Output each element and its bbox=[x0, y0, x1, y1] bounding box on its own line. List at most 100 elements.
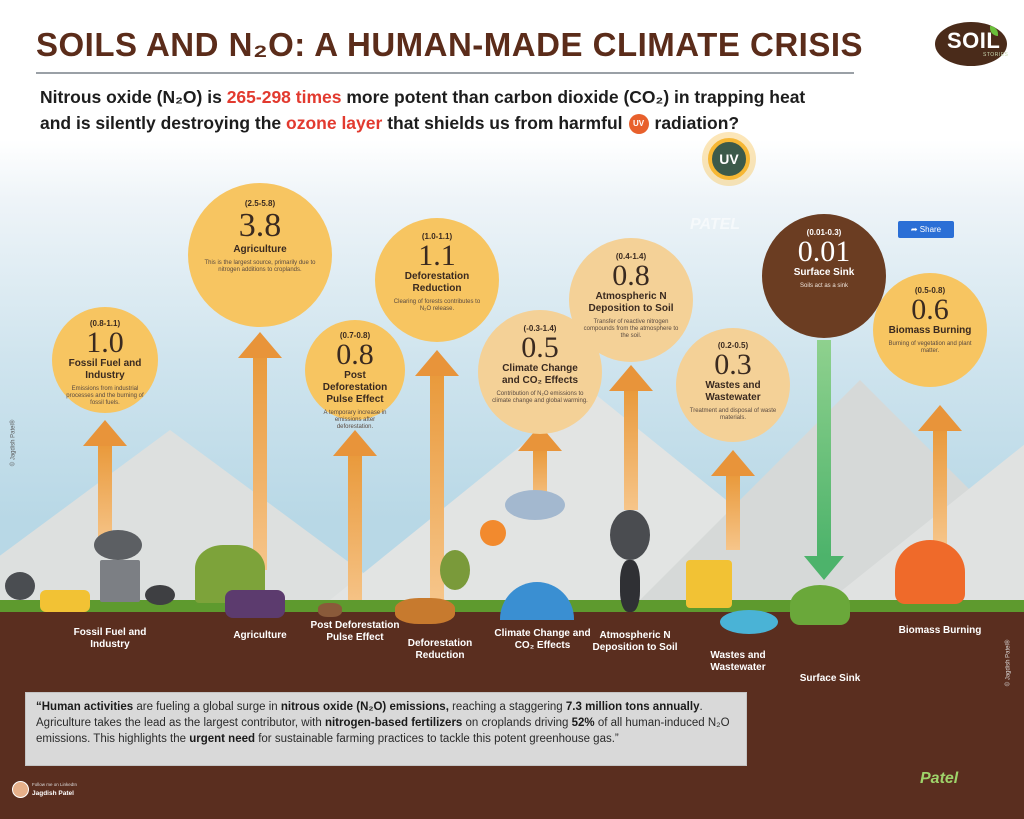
author-avatar[interactable] bbox=[12, 781, 29, 798]
source-circle: (0.7-0.8) 0.8 Post Deforestation Pulse Eff… bbox=[305, 320, 405, 430]
smoke-column-icon bbox=[620, 560, 640, 612]
uv-sun-icon: UV bbox=[708, 138, 750, 180]
signature: Patel bbox=[920, 770, 959, 787]
quote-part: for sustainable farming practices to tac… bbox=[255, 733, 619, 745]
logs-icon bbox=[395, 598, 455, 624]
source-description: Treatment and disposal of waste material… bbox=[689, 408, 777, 421]
page-title: SOILS AND N₂O: A HUMAN-MADE CLIMATE CRIS… bbox=[36, 26, 864, 63]
arrow-up-shaft bbox=[98, 446, 112, 545]
quote-part: are fueling a global surge in bbox=[133, 701, 281, 713]
source-range: (1.0-1.1) bbox=[421, 232, 453, 241]
source-value: 1.0 bbox=[86, 326, 124, 359]
car-icon bbox=[40, 590, 90, 612]
source-description: Transfer of reactive nitrogen compounds … bbox=[583, 319, 679, 339]
coal-icon bbox=[145, 585, 175, 605]
follow-text: Follow me on LinkedIn bbox=[32, 782, 78, 787]
intro-text-part: and is silently destroying the bbox=[40, 113, 287, 133]
quote-box: “Human activities are fueling a global s… bbox=[25, 692, 747, 766]
quote-part: on croplands driving bbox=[462, 717, 572, 729]
smoke-icon bbox=[94, 530, 142, 560]
copyright-vertical: © Jagdish Patel® bbox=[10, 419, 17, 467]
source-value: 3.8 bbox=[238, 207, 282, 244]
sun-icon bbox=[480, 520, 506, 546]
leaf-icon bbox=[990, 26, 998, 36]
arrow-up-head bbox=[83, 420, 127, 446]
share-label: Share bbox=[919, 225, 942, 234]
share-button[interactable]: ➦ Share bbox=[898, 221, 954, 238]
source-value: 0.6 bbox=[911, 293, 949, 326]
source-name: Post Deforestation Pulse Effect bbox=[322, 370, 388, 405]
source-range: (2.5-5.8) bbox=[244, 199, 276, 208]
intro-text-part: that shields us from harmful bbox=[382, 113, 623, 133]
quote-part: of all human-induced N₂O emissions. This… bbox=[36, 717, 730, 745]
copyright-vertical-right: © Jagdish Patel® bbox=[1005, 639, 1012, 687]
arrow-up-head bbox=[711, 450, 755, 476]
arrow-up-shaft bbox=[726, 476, 740, 550]
tree-icon bbox=[440, 550, 470, 590]
logo-subtext: STORIES bbox=[983, 52, 1009, 58]
share-icon: ➦ bbox=[910, 225, 918, 234]
source-circle: (0.5-0.8) 0.6 Biomass Burning Burning of ve… bbox=[873, 273, 987, 387]
intro-text-part: radiation? bbox=[654, 113, 740, 133]
arrow-up-shaft bbox=[430, 376, 444, 600]
author-name[interactable]: Jagdish Patel bbox=[32, 790, 74, 797]
source-circle: (0.2-0.5) 0.3 Wastes and Wastewater Treatme… bbox=[676, 328, 790, 442]
tractor-icon bbox=[225, 590, 285, 618]
plant-roots-icon bbox=[790, 585, 850, 625]
quote-part: . Agriculture takes the lead as the larg… bbox=[36, 701, 703, 729]
fire-icon bbox=[895, 540, 965, 604]
source-value: 0.8 bbox=[612, 259, 650, 292]
ground-label: Deforestation Reduction bbox=[407, 638, 473, 661]
source-value: 0.01 bbox=[797, 235, 851, 268]
source-circle: (1.0-1.1) 1.1 Deforestation Reduction Clear… bbox=[375, 218, 499, 342]
source-description: This is the largest source, primarily du… bbox=[204, 260, 316, 273]
ground-label: Biomass Burning bbox=[898, 625, 982, 636]
intro-text-part: more potent than carbon dioxide (CO₂) in… bbox=[341, 87, 806, 107]
arrow-down-head bbox=[804, 556, 844, 580]
smoke-icon bbox=[610, 510, 650, 560]
ground-label: Wastes and Wastewater bbox=[710, 650, 766, 673]
arrow-up-head bbox=[238, 332, 282, 358]
source-name: Biomass Burning bbox=[888, 325, 972, 336]
wastewater-icon bbox=[720, 610, 778, 634]
source-name: Agriculture bbox=[233, 244, 287, 255]
arrow-up-shaft bbox=[933, 431, 947, 545]
quote-part: nitrous oxide (N₂O) emissions, bbox=[280, 701, 449, 713]
source-description: Contribution of N₂O emissions to climate… bbox=[492, 391, 588, 404]
arrow-up-shaft bbox=[253, 358, 267, 570]
arrow-up-head bbox=[609, 365, 653, 391]
source-circle: (0.4-1.4) 0.8 Atmospheric N Deposition to … bbox=[569, 238, 693, 362]
waste-bin-icon bbox=[686, 560, 732, 608]
ground-label: Post Deforestation Pulse Effect bbox=[310, 620, 400, 643]
source-range: (0.5-0.8) bbox=[914, 286, 946, 295]
quote-part: 52% bbox=[571, 717, 595, 729]
source-name: Fossil Fuel and Industry bbox=[68, 358, 142, 381]
source-circle: (2.5-5.8) 3.8 Agriculture This is the large… bbox=[188, 183, 332, 327]
source-description: A temporary increase in emissions after … bbox=[323, 410, 387, 430]
source-description: Soils act as a sink bbox=[799, 283, 849, 289]
source-description: Clearing of forests contributes to N₂O r… bbox=[393, 299, 481, 312]
source-range: (0.2-0.5) bbox=[717, 341, 749, 350]
source-name: Climate Change and CO₂ Effects bbox=[501, 363, 579, 386]
arrow-up-head bbox=[333, 430, 377, 456]
source-range: (0.4-1.4) bbox=[615, 252, 647, 261]
source-name: Atmospheric N Deposition to Soil bbox=[588, 291, 674, 314]
source-range: (-0.3-1.4) bbox=[523, 324, 557, 333]
source-description: Burning of vegetation and plant matter. bbox=[888, 341, 972, 354]
arrow-up-head bbox=[415, 350, 459, 376]
source-name: Wastes and Wastewater bbox=[705, 380, 761, 403]
ground-label: Climate Change and CO₂ Effects bbox=[494, 628, 591, 651]
title-divider bbox=[36, 72, 854, 74]
quote-part: 7.3 million tons annually bbox=[565, 701, 700, 713]
ground-label: Atmospheric N Deposition to Soil bbox=[592, 630, 678, 653]
smoke-icon bbox=[5, 572, 35, 600]
source-range: (0.7-0.8) bbox=[339, 331, 371, 340]
stump-icon bbox=[318, 603, 342, 617]
source-value: 1.1 bbox=[418, 239, 456, 272]
logo-text: SOIL bbox=[947, 28, 1001, 53]
source-description: Emissions from industrial processes and … bbox=[66, 386, 144, 406]
source-circle: (0.8-1.1) 1.0 Fossil Fuel and Industry Emis… bbox=[52, 307, 158, 413]
arrow-up-head bbox=[918, 405, 962, 431]
quote-part: “Human activities bbox=[36, 701, 134, 713]
factory-icon bbox=[100, 560, 140, 602]
